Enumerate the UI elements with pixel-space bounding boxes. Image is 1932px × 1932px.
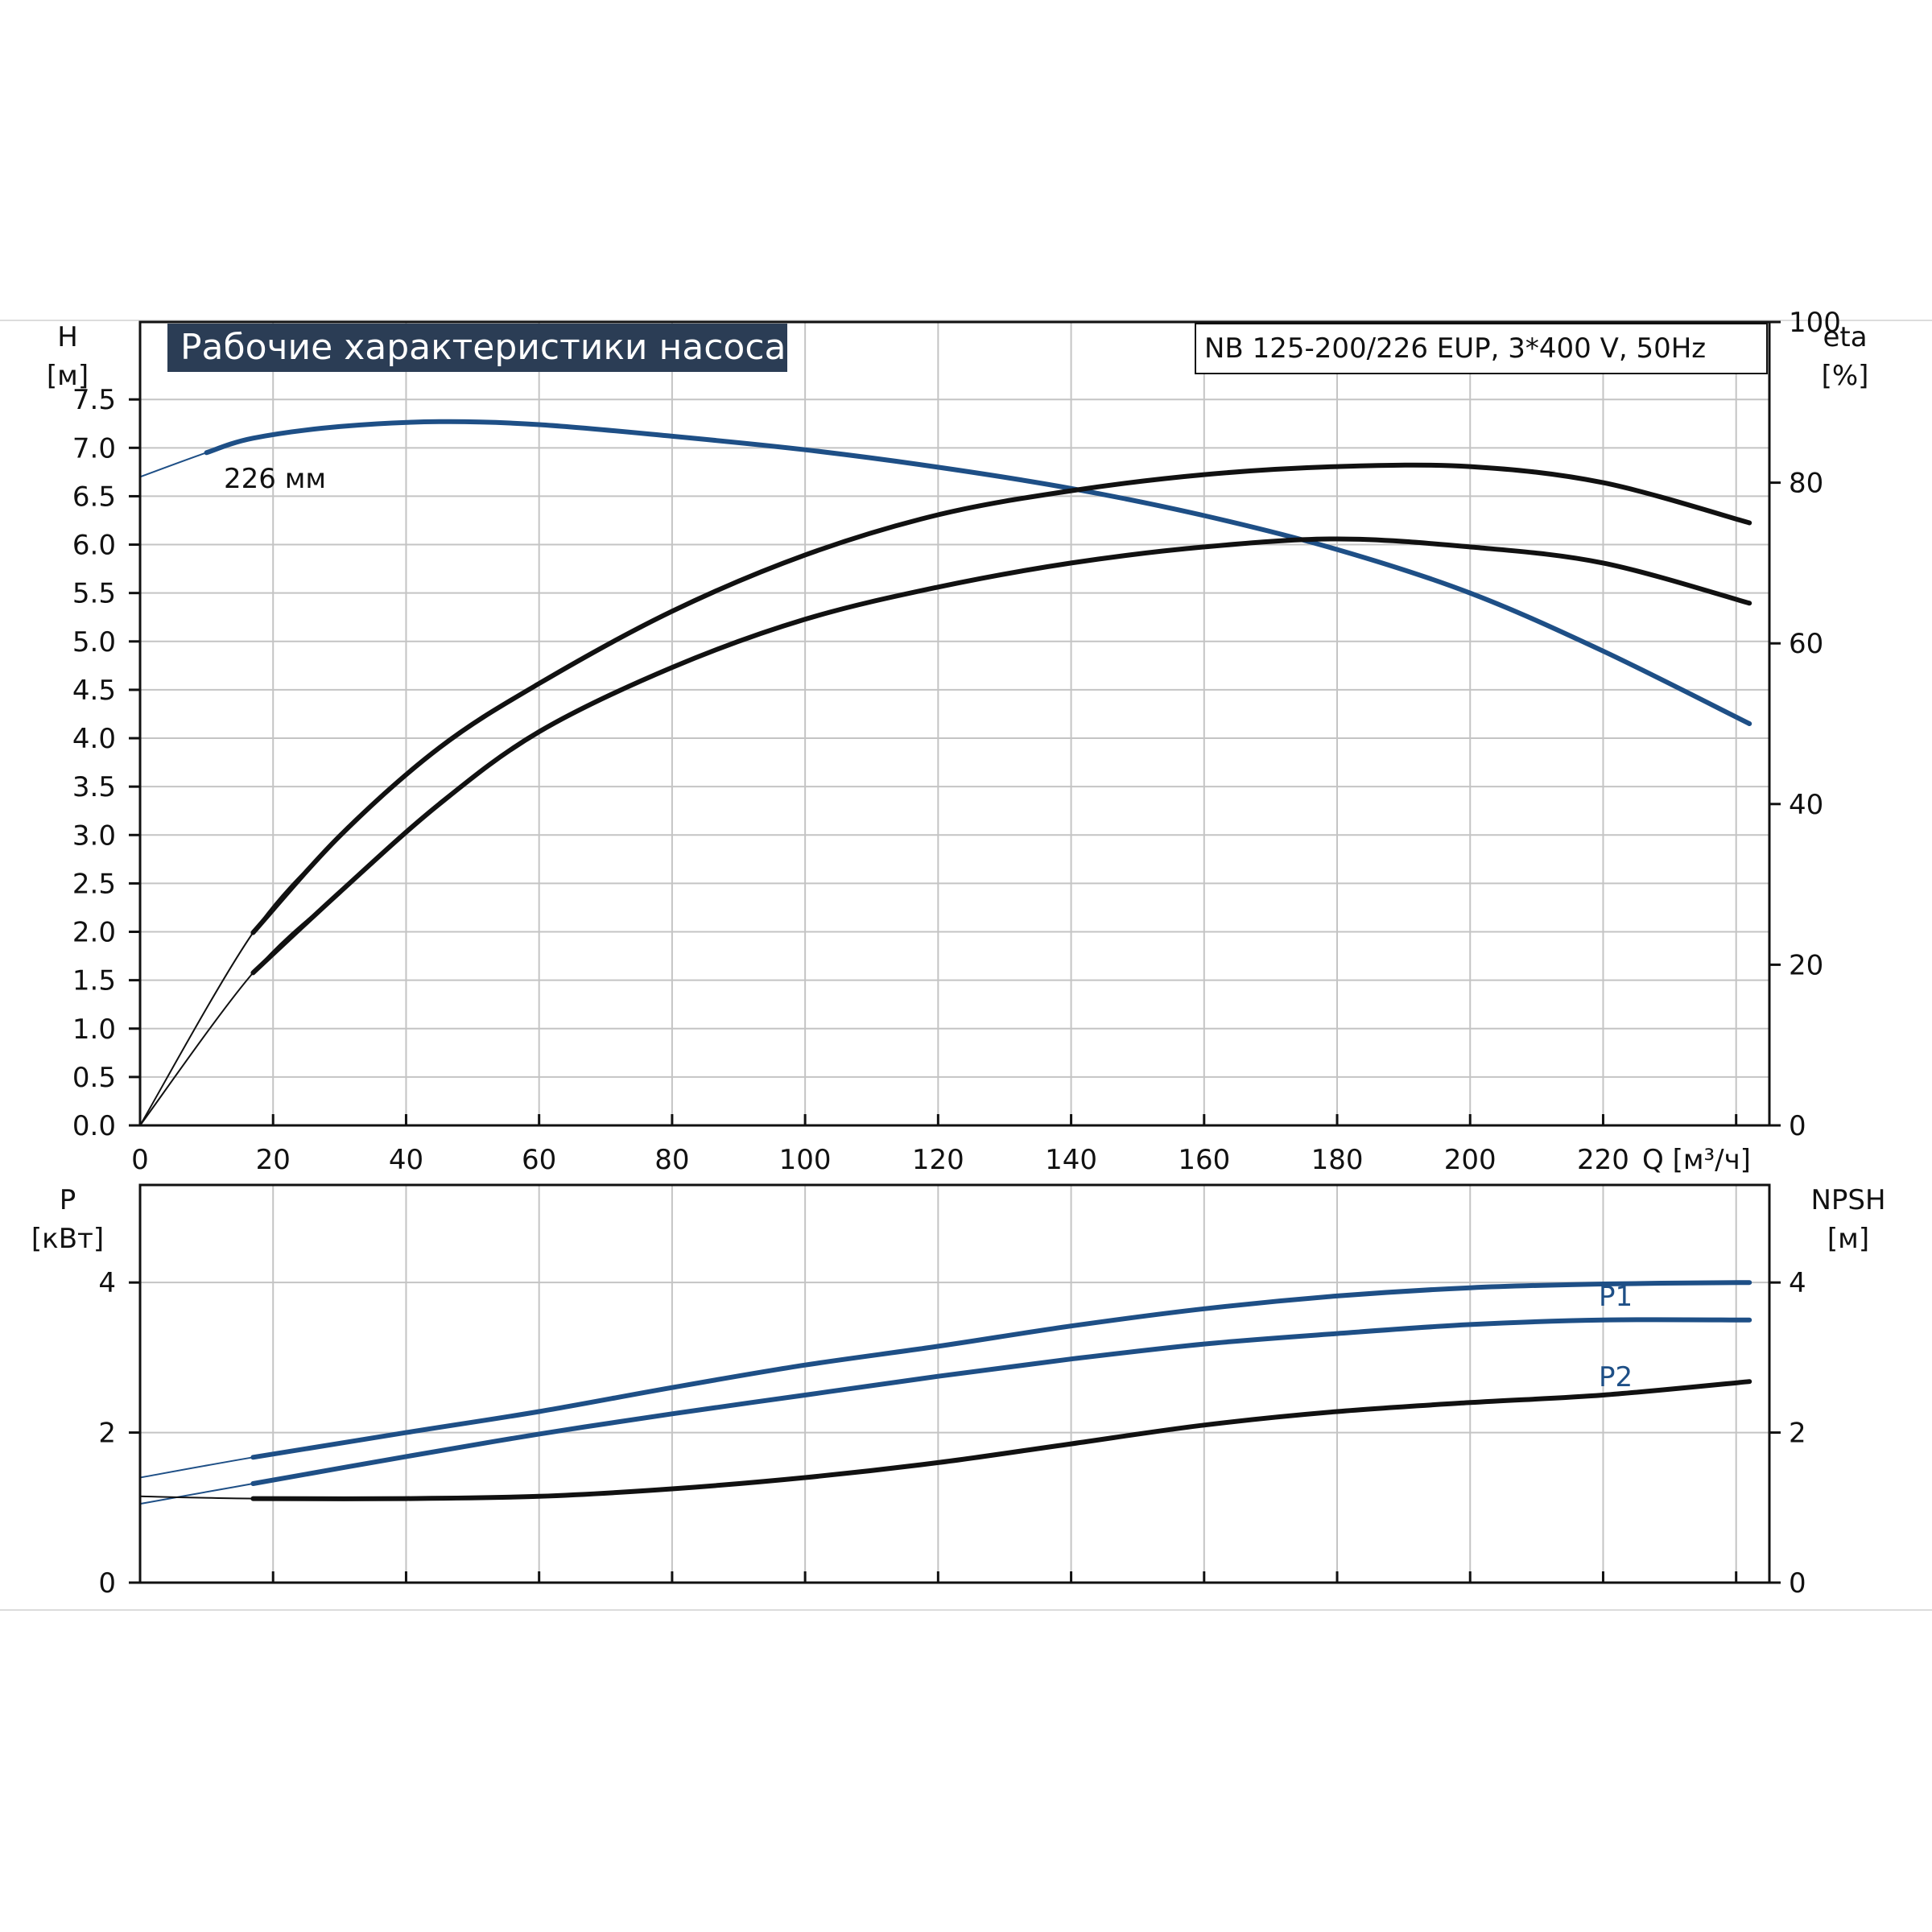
bottom-series-curve-3 (250, 1379, 1752, 1501)
x-tick-label: 40 (389, 1144, 423, 1176)
top-series-curve-2 (250, 462, 1752, 935)
top-right-tick-label: 0 (1789, 1110, 1806, 1142)
top-right-tick-label: 80 (1789, 468, 1823, 500)
top-left-tick-label: 2.0 (72, 917, 116, 949)
y-axis-label-power: P (60, 1184, 76, 1216)
top-right-tick-label: 100 (1789, 307, 1841, 339)
x-tick-label: 0 (131, 1144, 149, 1176)
top-left-tick-label: 4.5 (72, 675, 116, 707)
x-tick-label: 100 (779, 1144, 832, 1176)
top-plot-frame (138, 320, 1771, 1127)
top-left-tick-label: 7.0 (72, 432, 116, 464)
x-tick-label: 80 (654, 1144, 689, 1176)
top-series-226-мм (204, 419, 1752, 726)
top-left-tick-label: 2.5 (72, 868, 116, 900)
top-left-tick-label: 3.0 (72, 819, 116, 852)
y-axis-unit-head: [м] (47, 360, 89, 392)
bottom-plot-frame (138, 1183, 1771, 1584)
title-banner (167, 324, 787, 372)
y-axis-label-eta: eta (1823, 321, 1867, 353)
top-right-tick-label: 40 (1789, 789, 1823, 821)
top-left-tick-label: 7.5 (72, 384, 116, 416)
bottom-tick-labels: 0 2 4 0 2 4 (98, 1267, 1806, 1600)
chart-subtitle: NB 125-200/226 EUP, 3*400 V, 50Hz (1204, 332, 1706, 365)
top-left-tick-label: 6.0 (72, 530, 116, 562)
power-npsh-panel: 0 2 4 0 2 4 P [кВт] NPSH [м] P1 P2 (31, 1183, 1886, 1600)
y-axis-label-npsh: NPSH (1810, 1184, 1885, 1216)
label-p2: P2 (1599, 1361, 1633, 1393)
y-axis-unit-npsh: [м] (1827, 1223, 1869, 1255)
top-left-tick-label: 5.5 (72, 578, 116, 610)
top-left-tick-label: 6.5 (72, 481, 116, 513)
bottom-series-p2 (250, 1317, 1752, 1486)
x-tick-label: 20 (256, 1144, 291, 1176)
top-grid (140, 322, 1769, 1125)
y-axis-unit-power: [кВт] (31, 1223, 104, 1255)
x-tick-label: 180 (1311, 1144, 1364, 1176)
model-box (1195, 323, 1768, 374)
top-left-tick-label: 1.0 (72, 1013, 116, 1046)
bottom-right-tick-label: 4 (1789, 1267, 1806, 1299)
chart-title: Рабочие характеристики насоса (180, 327, 786, 368)
top-tick-labels: 0.0 0.5 1.0 1.5 2.0 2.5 3.0 3.5 4.0 4.5 5.0 5.5 6.0 6… (72, 307, 1841, 1176)
x-tick-label: 140 (1045, 1144, 1097, 1176)
y-axis-label-head: H (57, 321, 78, 353)
bottom-left-tick-label: 2 (98, 1418, 116, 1450)
bottom-series-group (139, 1280, 1752, 1505)
top-left-tick-label: 0.5 (72, 1062, 116, 1094)
x-axis-label: Q [м³/ч] (1642, 1144, 1751, 1176)
x-tick-label: 200 (1444, 1144, 1496, 1176)
y-axis-unit-eta: [%] (1822, 360, 1869, 392)
x-tick-label: 160 (1178, 1144, 1230, 1176)
top-left-tick-label: 4.0 (72, 723, 116, 755)
top-left-tick-label: 1.5 (72, 965, 116, 997)
top-left-tick-label: 0.0 (72, 1110, 116, 1142)
x-tick-label: 220 (1577, 1144, 1629, 1176)
top-series-curve-3 (250, 536, 1752, 976)
top-right-tick-label: 60 (1789, 628, 1823, 660)
bottom-right-tick-label: 0 (1789, 1567, 1806, 1600)
bottom-series-p1 (250, 1280, 1752, 1460)
bottom-left-tick-label: 0 (98, 1567, 116, 1600)
label-226mm: 226 мм (224, 463, 326, 495)
top-left-tick-label: 5.0 (72, 626, 116, 658)
top-right-tick-label: 20 (1789, 949, 1823, 981)
bottom-right-tick-label: 2 (1789, 1418, 1806, 1450)
top-series-group (139, 419, 1752, 1126)
head-efficiency-panel: 0.0 0.5 1.0 1.5 2.0 2.5 3.0 3.5 4.0 4.5 5.0 5.5 6.0 6… (47, 307, 1869, 1176)
x-tick-label: 60 (522, 1144, 556, 1176)
label-p1: P1 (1599, 1281, 1633, 1313)
top-left-tick-label: 3.5 (72, 771, 116, 803)
bottom-left-tick-label: 4 (98, 1267, 116, 1299)
x-tick-label: 120 (912, 1144, 964, 1176)
